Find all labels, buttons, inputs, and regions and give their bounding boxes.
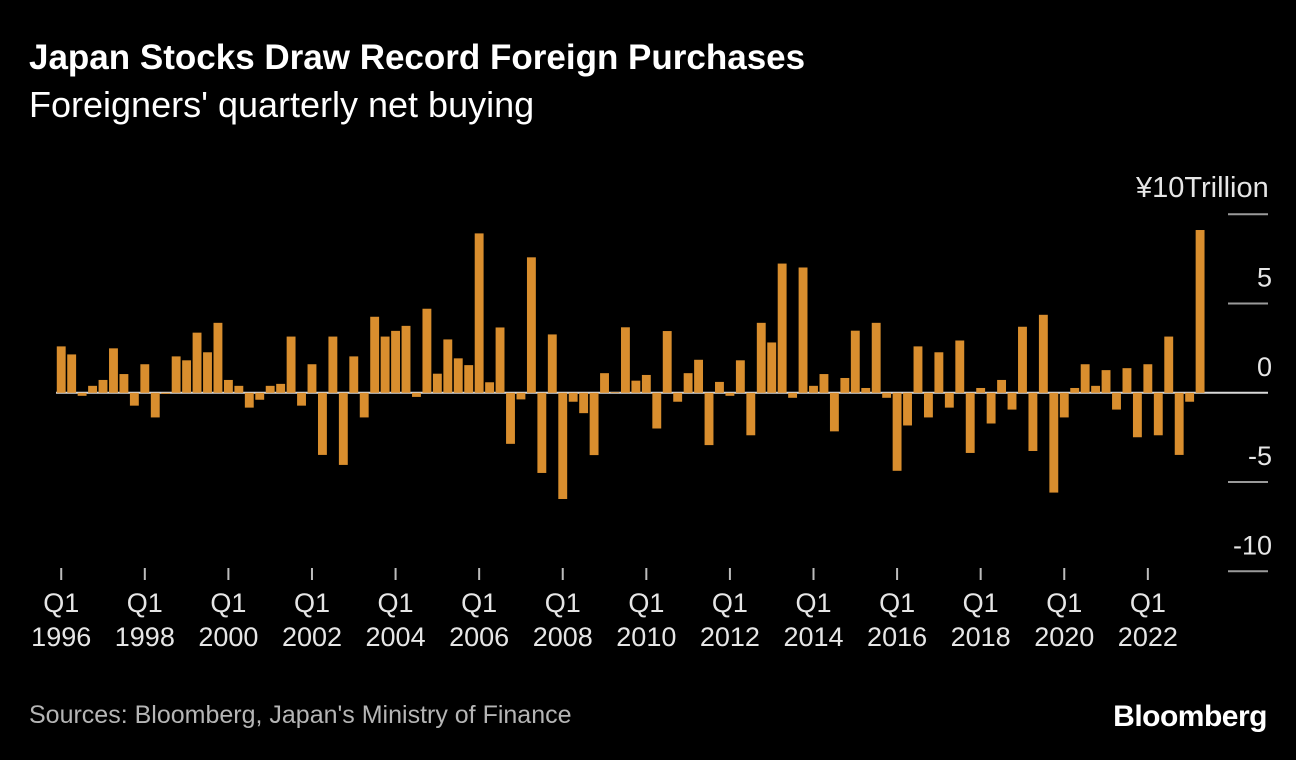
svg-text:1998: 1998 [115, 622, 175, 652]
svg-text:2018: 2018 [951, 622, 1011, 652]
svg-text:Q1: Q1 [294, 588, 330, 618]
svg-text:Q1: Q1 [210, 588, 246, 618]
svg-text:2002: 2002 [282, 622, 342, 652]
svg-text:Q1: Q1 [43, 588, 79, 618]
svg-text:2006: 2006 [449, 622, 509, 652]
svg-text:-10: -10 [1233, 530, 1272, 560]
svg-text:Q1: Q1 [461, 588, 497, 618]
svg-text:2000: 2000 [198, 622, 258, 652]
svg-text:2004: 2004 [366, 622, 426, 652]
svg-text:Q1: Q1 [545, 588, 581, 618]
svg-text:2016: 2016 [867, 622, 927, 652]
svg-text:2010: 2010 [616, 622, 676, 652]
svg-text:5: 5 [1257, 263, 1272, 293]
svg-text:Q1: Q1 [879, 588, 915, 618]
svg-text:2012: 2012 [700, 622, 760, 652]
svg-text:Q1: Q1 [378, 588, 414, 618]
svg-text:Q1: Q1 [127, 588, 163, 618]
svg-text:2014: 2014 [783, 622, 843, 652]
svg-text:Q1: Q1 [963, 588, 999, 618]
svg-text:1996: 1996 [31, 622, 91, 652]
svg-text:2020: 2020 [1034, 622, 1094, 652]
svg-text:Q1: Q1 [628, 588, 664, 618]
svg-text:2008: 2008 [533, 622, 593, 652]
svg-text:Q1: Q1 [795, 588, 831, 618]
svg-text:2022: 2022 [1118, 622, 1178, 652]
svg-text:Q1: Q1 [712, 588, 748, 618]
svg-text:Q1: Q1 [1046, 588, 1082, 618]
svg-text:0: 0 [1257, 352, 1272, 382]
svg-text:Q1: Q1 [1130, 588, 1166, 618]
svg-text:-5: -5 [1248, 441, 1272, 471]
